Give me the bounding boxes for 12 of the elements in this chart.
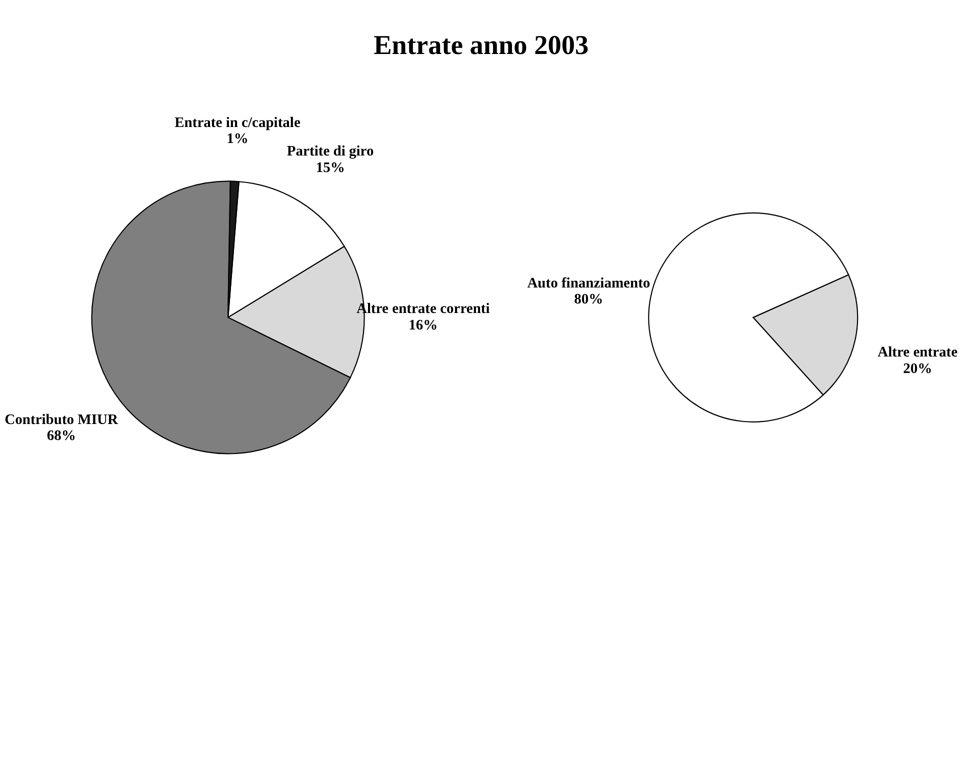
- data-label: 68%: [46, 428, 76, 444]
- data-label: 15%: [316, 160, 345, 176]
- slice-label: Partite di giro: [286, 144, 374, 160]
- slice-label: Altre entrate: [878, 344, 958, 361]
- data-label: 1%: [226, 131, 248, 148]
- data-label: 16%: [408, 317, 438, 334]
- slice-label: Auto finanziamento: [527, 275, 650, 292]
- data-label: 20%: [903, 360, 932, 377]
- slice-label: Contributo MIUR: [4, 412, 119, 428]
- slice-label: Entrate in c/capitale: [174, 114, 301, 131]
- chart-title: Entrate anno 2003: [374, 30, 589, 60]
- data-label: 80%: [574, 292, 604, 308]
